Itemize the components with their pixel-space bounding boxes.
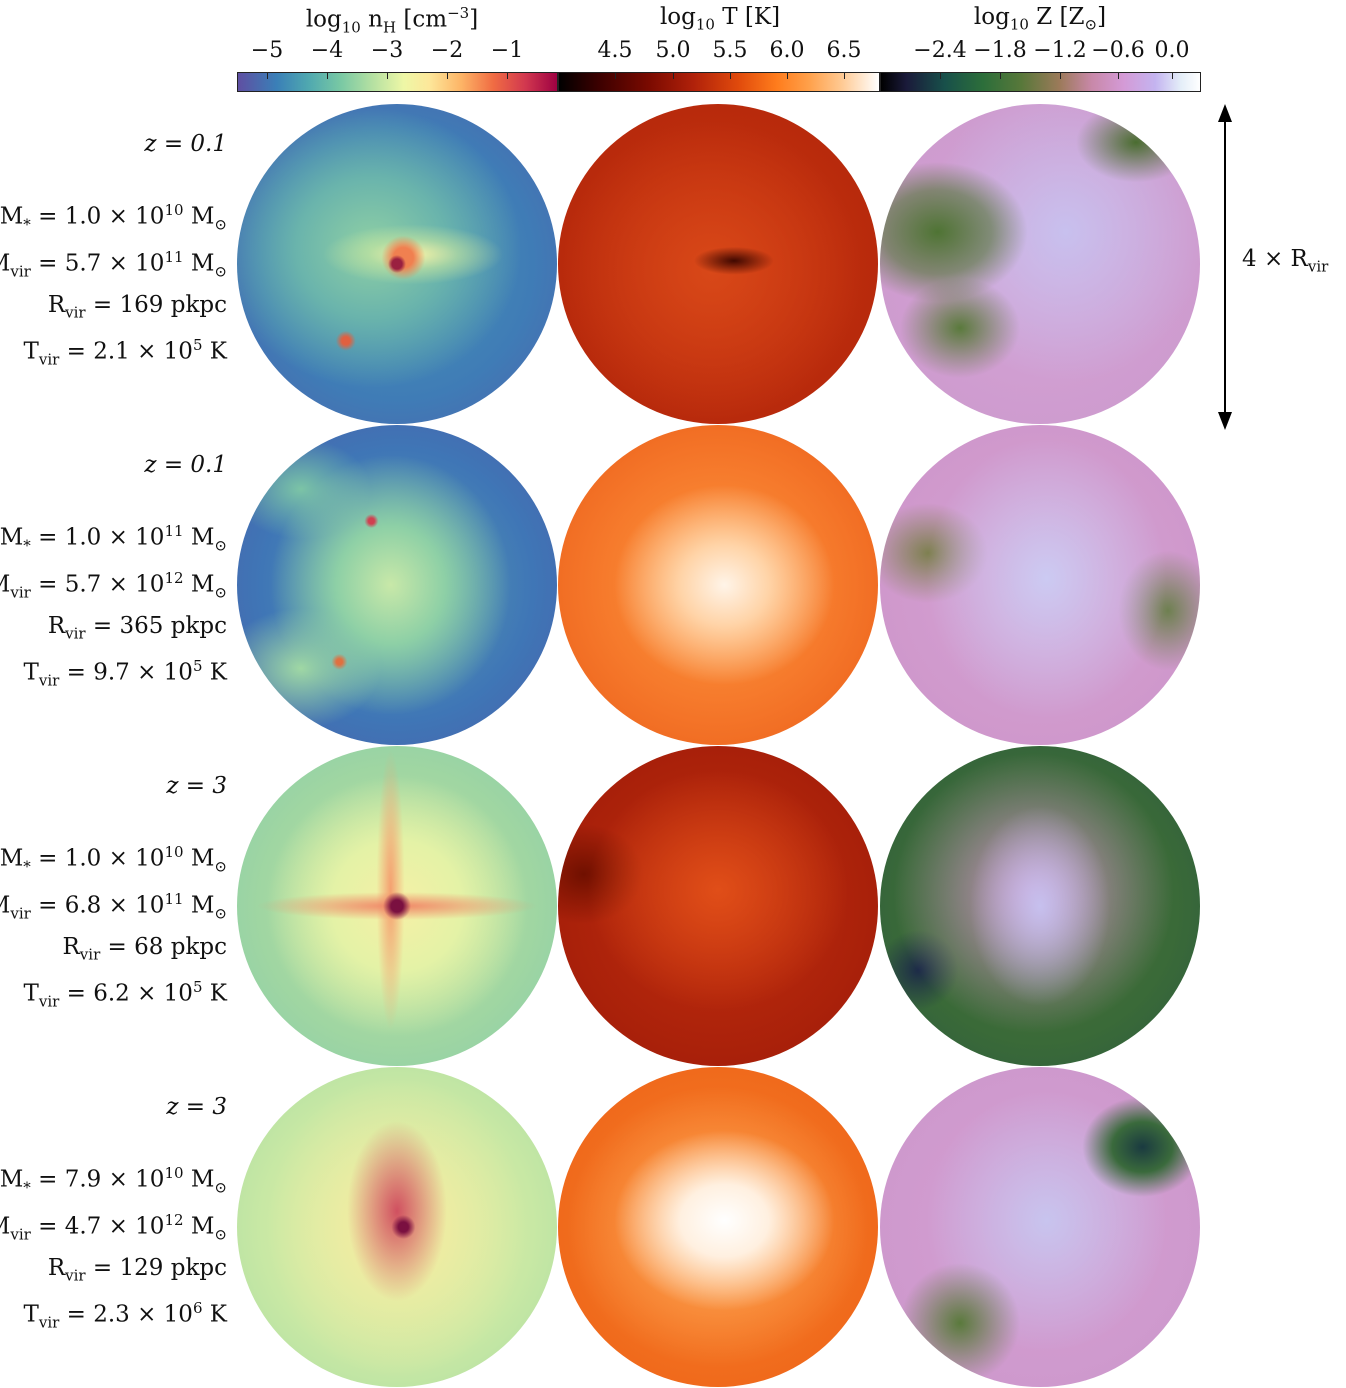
metallicity-tick-label: −1.8 bbox=[973, 38, 1027, 63]
virial-radius-label: Rvir = 365 pkpc bbox=[47, 612, 227, 643]
colorbar-tickmark bbox=[1000, 73, 1001, 79]
colorbar-metallicity bbox=[880, 72, 1201, 92]
colorbar-density bbox=[237, 72, 558, 92]
colorbar-tickmark bbox=[730, 73, 731, 79]
density-tick-label: −1 bbox=[490, 38, 524, 63]
virial-radius-label: Rvir = 129 pkpc bbox=[47, 1254, 227, 1285]
temperature-map-row3 bbox=[558, 746, 878, 1066]
virial-radius-label: Rvir = 169 pkpc bbox=[47, 291, 227, 322]
density-map-row2 bbox=[237, 425, 557, 745]
colorbar-tickmark bbox=[507, 73, 508, 79]
virial-temperature-label: Tvir = 9.7 × 105 K bbox=[23, 657, 228, 690]
temperature-map-row1 bbox=[558, 104, 878, 424]
redshift-label: z = 0.1 bbox=[144, 452, 227, 478]
density-tick-label: −2 bbox=[430, 38, 464, 63]
virial-radius-label: Rvir = 68 pkpc bbox=[62, 933, 227, 964]
colorbar-tickmark bbox=[673, 73, 674, 79]
colorbar-title-density: log10 nH [cm−3] bbox=[305, 4, 479, 37]
virial-temperature-label: Tvir = 6.2 × 105 K bbox=[23, 978, 228, 1011]
scale-bar-arrow bbox=[1218, 104, 1232, 430]
colorbar-tickmark bbox=[267, 73, 268, 79]
metallicity-map-row3 bbox=[880, 746, 1200, 1066]
colorbar-tickmark bbox=[787, 73, 788, 79]
colorbar-tickmark bbox=[387, 73, 388, 79]
colorbar-temperature bbox=[558, 72, 880, 92]
density-map-row3 bbox=[237, 746, 557, 1066]
density-tick-label: −5 bbox=[250, 38, 284, 63]
metallicity-tick-label: −0.6 bbox=[1091, 38, 1145, 63]
virial-temperature-label: Tvir = 2.1 × 105 K bbox=[23, 336, 228, 369]
virial-mass-label: Mvir = 5.7 × 1012 M⊙ bbox=[0, 569, 227, 602]
virial-mass-label: Mvir = 6.8 × 1011 M⊙ bbox=[0, 890, 227, 923]
metallicity-tick-label: 0.0 bbox=[1154, 38, 1190, 63]
metallicity-tick-label: −2.4 bbox=[913, 38, 967, 63]
colorbar-tickmark bbox=[1118, 73, 1119, 79]
stellar-mass-label: M* = 1.0 × 1010 M⊙ bbox=[0, 843, 227, 876]
redshift-label: z = 3 bbox=[166, 773, 227, 799]
colorbar-title-metallicity: log10 Z [Z⊙] bbox=[973, 4, 1107, 34]
virial-mass-label: Mvir = 4.7 × 1012 M⊙ bbox=[0, 1211, 227, 1244]
stellar-mass-label: M* = 1.0 × 1010 M⊙ bbox=[0, 201, 227, 234]
density-map-row1 bbox=[237, 104, 557, 424]
temperature-tick-label: 5.5 bbox=[712, 38, 748, 63]
colorbar-tickmark bbox=[940, 73, 941, 79]
colorbar-tickmark bbox=[327, 73, 328, 79]
stellar-mass-label: M* = 7.9 × 1010 M⊙ bbox=[0, 1164, 227, 1197]
density-tick-label: −3 bbox=[370, 38, 404, 63]
redshift-label: z = 3 bbox=[166, 1094, 227, 1120]
temperature-tick-label: 6.5 bbox=[826, 38, 862, 63]
temperature-tick-label: 6.0 bbox=[769, 38, 805, 63]
temperature-map-row2 bbox=[558, 425, 878, 745]
metallicity-map-row1 bbox=[880, 104, 1200, 424]
row-label-1: z = 0.1 M* = 1.0 × 1010 M⊙ Mvir = 5.7 × … bbox=[0, 128, 227, 376]
temperature-tick-label: 4.5 bbox=[597, 38, 633, 63]
density-tick-label: −4 bbox=[310, 38, 344, 63]
metallicity-map-row2 bbox=[880, 425, 1200, 745]
virial-temperature-label: Tvir = 2.3 × 106 K bbox=[23, 1299, 228, 1332]
virial-mass-label: Mvir = 5.7 × 1011 M⊙ bbox=[0, 248, 227, 281]
row-label-2: z = 0.1 M* = 1.0 × 1011 M⊙ Mvir = 5.7 × … bbox=[0, 449, 227, 697]
colorbar-tickmark bbox=[447, 73, 448, 79]
colorbar-tickmark bbox=[1060, 73, 1061, 79]
metallicity-tick-label: −1.2 bbox=[1033, 38, 1087, 63]
colorbar-tickmark bbox=[844, 73, 845, 79]
colorbar-tickmark bbox=[615, 73, 616, 79]
redshift-label: z = 0.1 bbox=[144, 131, 227, 157]
row-label-4: z = 3 M* = 7.9 × 1010 M⊙ Mvir = 4.7 × 10… bbox=[0, 1091, 227, 1339]
row-label-3: z = 3 M* = 1.0 × 1010 M⊙ Mvir = 6.8 × 10… bbox=[0, 770, 227, 1018]
colorbar-tickmark bbox=[1172, 73, 1173, 79]
metallicity-map-row4 bbox=[880, 1067, 1200, 1387]
density-map-row4 bbox=[237, 1067, 557, 1387]
colorbar-title-temperature: log10 T [K] bbox=[659, 4, 781, 34]
temperature-tick-label: 5.0 bbox=[655, 38, 691, 63]
temperature-map-row4 bbox=[558, 1067, 878, 1387]
scale-bar-label: 4 × Rvir bbox=[1242, 246, 1329, 276]
stellar-mass-label: M* = 1.0 × 1011 M⊙ bbox=[0, 522, 227, 555]
